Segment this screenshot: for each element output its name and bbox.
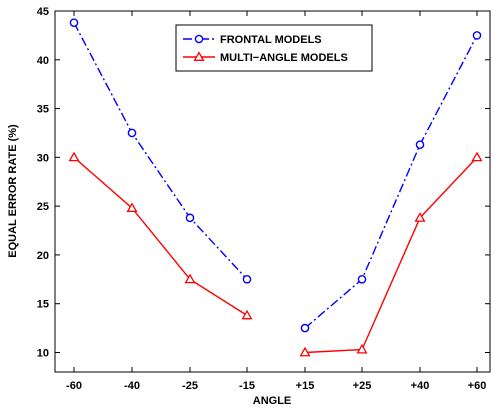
x-tick-label: -40 xyxy=(124,380,140,392)
data-point-triangle xyxy=(68,151,80,162)
x-tick-label: -15 xyxy=(239,380,255,392)
y-tick-label: 40 xyxy=(37,55,49,67)
x-tick-label: -25 xyxy=(182,380,198,392)
data-point-triangle xyxy=(471,151,483,162)
legend: FRONTAL MODELS MULTI−ANGLE MODELS xyxy=(175,24,373,72)
data-point-triangle xyxy=(241,309,253,320)
y-tick-label: 20 xyxy=(37,250,49,262)
y-axis-title: EQUAL ERROR RATE (%) xyxy=(7,124,19,258)
x-axis-title: ANGLE xyxy=(253,395,292,407)
data-point-circle xyxy=(69,18,79,28)
x-tick-label: +40 xyxy=(411,380,430,392)
legend-box xyxy=(175,24,373,72)
data-point-triangle xyxy=(356,343,368,354)
y-tick-label: 15 xyxy=(37,299,49,311)
y-tick-label: 35 xyxy=(37,104,49,116)
x-tick-label: +15 xyxy=(296,380,315,392)
data-point-triangle xyxy=(184,273,196,284)
legend-marker-circle xyxy=(194,34,204,44)
data-point-circle xyxy=(300,323,310,333)
series-line-0 xyxy=(73,22,248,280)
data-point-circle xyxy=(185,213,195,223)
y-tick-label: 10 xyxy=(37,347,49,359)
data-point-circle xyxy=(357,275,367,284)
x-tick-label: +60 xyxy=(468,380,487,392)
x-tick-label: +25 xyxy=(353,380,372,392)
series-line-0 xyxy=(304,35,478,329)
legend-marker-triangle xyxy=(193,51,205,61)
y-axis: 10 15 20 25 30 35 40 45 xyxy=(37,6,490,359)
y-tick-label: 30 xyxy=(37,152,49,164)
data-point-circle xyxy=(127,128,137,138)
legend-label-1: MULTI−ANGLE MODELS xyxy=(220,52,348,64)
data-point-triangle xyxy=(126,202,138,213)
x-axis: -60 -40 -25 -15 +15 +25 +40 +60 xyxy=(66,11,486,392)
series-layer xyxy=(68,18,483,357)
data-point-circle xyxy=(415,140,425,149)
data-point-triangle xyxy=(299,346,311,357)
series-line-1 xyxy=(73,156,248,316)
data-point-circle xyxy=(242,275,252,284)
legend-label-0: FRONTAL MODELS xyxy=(220,34,322,46)
y-tick-label: 45 xyxy=(37,6,49,18)
data-point-triangle xyxy=(414,212,426,222)
data-point-circle xyxy=(472,31,482,40)
series-line-1 xyxy=(304,156,478,354)
x-tick-label: -60 xyxy=(66,380,82,392)
y-tick-label: 25 xyxy=(37,201,49,213)
